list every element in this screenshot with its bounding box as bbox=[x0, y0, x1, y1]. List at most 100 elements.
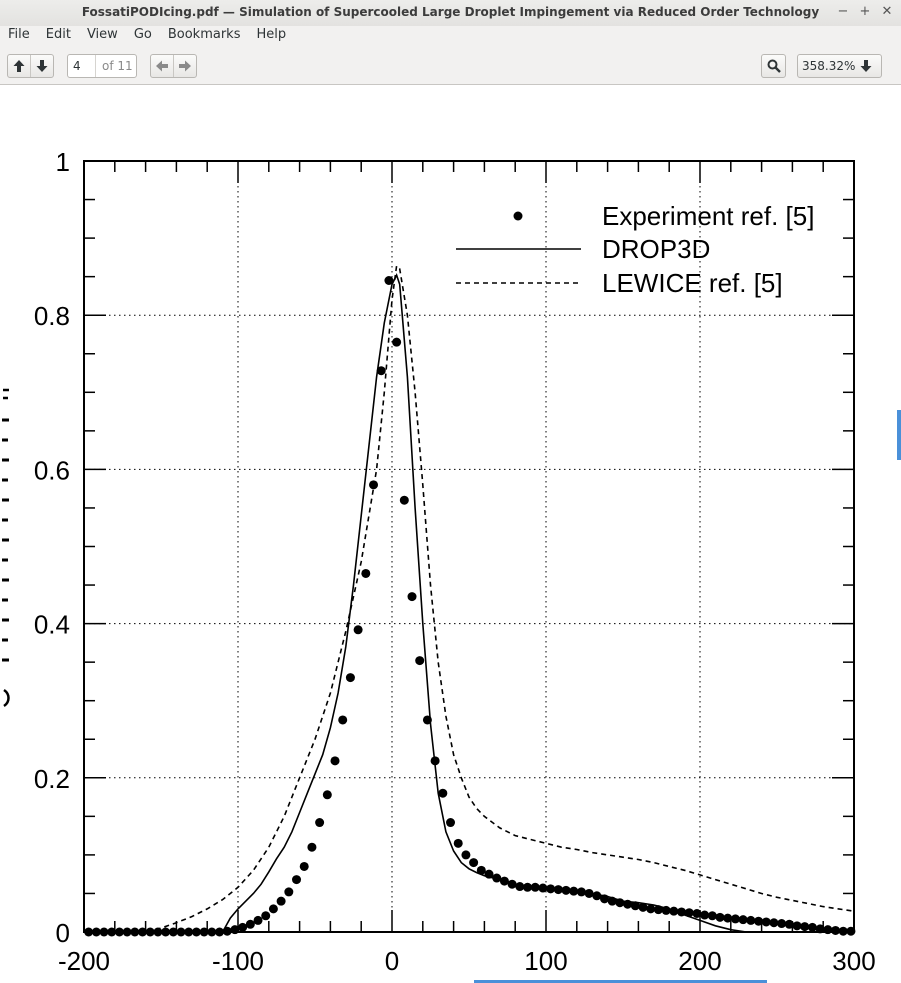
experiment-point bbox=[484, 869, 494, 879]
experiment-point bbox=[261, 911, 271, 921]
experiment-point bbox=[176, 927, 186, 937]
experiment-point bbox=[322, 790, 332, 800]
search-button[interactable] bbox=[761, 54, 786, 78]
arrow-right-icon bbox=[179, 60, 191, 72]
experiment-point bbox=[846, 926, 856, 936]
experiment-point bbox=[792, 921, 802, 931]
experiment-point bbox=[692, 908, 702, 918]
document-viewport[interactable]: 0 0.2 0.4 0.6 0.8 1 -200 -100 0 100 200 300 Experim… bbox=[0, 85, 901, 983]
experiment-point bbox=[238, 922, 248, 932]
experiment-point bbox=[353, 625, 363, 635]
experiment-point bbox=[361, 568, 371, 578]
experiment-point bbox=[707, 911, 717, 921]
experiment-point bbox=[253, 915, 263, 925]
zoom-selector[interactable]: 358.32% bbox=[797, 54, 882, 78]
close-button[interactable]: ✕ bbox=[881, 4, 893, 19]
experiment-point bbox=[761, 917, 771, 927]
experiment-point bbox=[730, 914, 740, 924]
experiment-point bbox=[469, 858, 479, 868]
x-tick-label: 0 bbox=[385, 946, 399, 976]
experiment-point bbox=[661, 905, 671, 915]
horizontal-scrollbar-thumb[interactable] bbox=[474, 980, 767, 983]
experiment-point bbox=[815, 924, 825, 934]
zoom-dropdown-arrow-icon bbox=[860, 60, 872, 72]
current-page-input[interactable]: 4 bbox=[68, 55, 96, 77]
x-tick-label: 300 bbox=[832, 946, 875, 976]
back-button[interactable] bbox=[151, 55, 173, 77]
experiment-point bbox=[507, 879, 517, 889]
experiment-point bbox=[723, 913, 733, 923]
lewice-line bbox=[84, 264, 855, 933]
experiment-point bbox=[746, 915, 756, 925]
arrow-down-icon bbox=[36, 60, 48, 72]
experiment-point bbox=[399, 495, 409, 505]
experiment-point bbox=[669, 906, 679, 916]
experiment-point bbox=[769, 918, 779, 928]
search-icon bbox=[767, 59, 781, 73]
experiment-point bbox=[561, 885, 571, 895]
experiment-point bbox=[99, 927, 109, 937]
experiment-point bbox=[199, 927, 209, 937]
experiment-point bbox=[345, 673, 355, 683]
experiment-point bbox=[600, 894, 610, 904]
experiment-point bbox=[446, 818, 456, 828]
experiment-point bbox=[384, 276, 394, 286]
experiment-point bbox=[114, 927, 124, 937]
experiment-point bbox=[623, 899, 633, 909]
arrow-up-icon bbox=[13, 60, 25, 72]
experiment-point bbox=[838, 926, 848, 936]
toolbar: 4 of 11 358.32% bbox=[0, 46, 901, 85]
menu-help[interactable]: Help bbox=[256, 27, 287, 42]
experiment-point bbox=[584, 888, 594, 898]
experiment-point bbox=[738, 915, 748, 925]
legend-label: LEWICE ref. [5] bbox=[602, 268, 783, 298]
menu-bookmarks[interactable]: Bookmarks bbox=[167, 27, 241, 42]
impingement-chart: 0 0.2 0.4 0.6 0.8 1 -200 -100 0 100 200 300 Experim… bbox=[2, 147, 876, 976]
y-tick-label: 0.4 bbox=[34, 610, 70, 640]
experiment-point bbox=[823, 925, 833, 935]
x-tick-label: 200 bbox=[678, 946, 721, 976]
experiment-point bbox=[430, 756, 440, 766]
experiment-point bbox=[122, 927, 132, 937]
experiment-point bbox=[138, 927, 148, 937]
experiment-point bbox=[207, 927, 217, 937]
experiment-point bbox=[615, 898, 625, 908]
menu-edit[interactable]: Edit bbox=[45, 27, 71, 42]
vertical-scrollbar-thumb[interactable] bbox=[897, 410, 901, 460]
experiment-point bbox=[700, 910, 710, 920]
page-nav-group bbox=[7, 54, 54, 78]
page-count-label: of 11 bbox=[102, 59, 133, 73]
experiment-point bbox=[107, 927, 117, 937]
menu-go[interactable]: Go bbox=[133, 27, 152, 42]
experiment-point bbox=[230, 925, 240, 935]
experiment-point bbox=[268, 904, 278, 914]
experiment-point bbox=[307, 842, 317, 852]
y-tick-label: 0 bbox=[56, 918, 70, 948]
experiment-point bbox=[130, 927, 140, 937]
experiment-point bbox=[422, 715, 432, 725]
y-tick-label: 0.2 bbox=[34, 764, 70, 794]
experiment-point bbox=[84, 927, 94, 937]
page-number-field[interactable]: 4 of 11 bbox=[67, 54, 137, 78]
menu-view[interactable]: View bbox=[86, 27, 118, 42]
experiment-point bbox=[677, 907, 687, 917]
previous-page-button[interactable] bbox=[8, 55, 30, 77]
experiment-point bbox=[800, 922, 810, 932]
minimize-button[interactable]: − bbox=[837, 4, 849, 19]
experiment-point bbox=[438, 788, 448, 798]
experiment-point bbox=[530, 882, 540, 892]
legend-label: DROP3D bbox=[602, 234, 710, 264]
experiment-point bbox=[415, 656, 425, 666]
experiment-point bbox=[245, 919, 255, 929]
experiment-point bbox=[538, 883, 548, 893]
maximize-button[interactable]: + bbox=[859, 4, 871, 19]
experiment-point bbox=[330, 756, 340, 766]
forward-button[interactable] bbox=[173, 55, 196, 77]
menu-file[interactable]: File bbox=[8, 27, 30, 42]
window-title: FossatiPODIcing.pdf — Simulation of Supe… bbox=[81, 5, 820, 19]
drop3d-line bbox=[84, 273, 854, 933]
experiment-point bbox=[145, 927, 155, 937]
next-page-button[interactable] bbox=[30, 55, 53, 77]
experiment-point bbox=[461, 850, 471, 860]
experiment-point bbox=[215, 927, 225, 937]
